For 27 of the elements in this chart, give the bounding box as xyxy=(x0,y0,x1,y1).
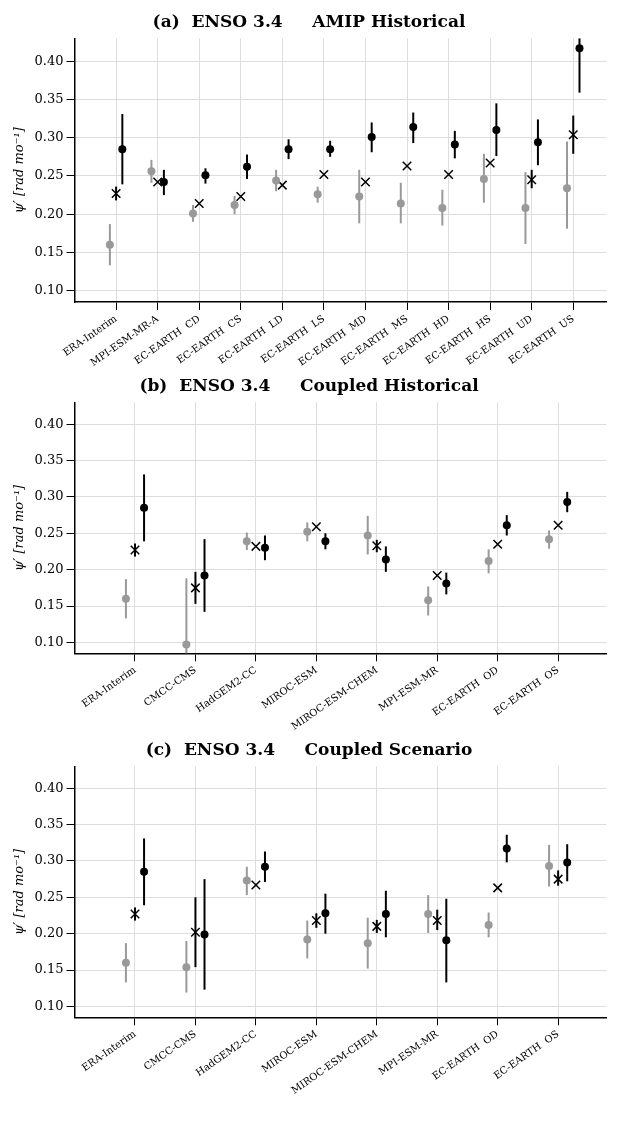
y-tick-label: 0.40 xyxy=(34,779,64,795)
y-tick-label: 0.20 xyxy=(34,205,64,221)
y-tick-label: 0.30 xyxy=(34,129,64,145)
y-tick-label: 0.40 xyxy=(34,415,64,431)
y-tick-label: 0.40 xyxy=(34,52,64,68)
y-tick-label: 0.20 xyxy=(34,561,64,577)
y-axis-title: ψ′ [rad mo⁻¹] xyxy=(11,126,27,214)
y-tick-label: 0.25 xyxy=(34,524,64,540)
y-tick-label: 0.35 xyxy=(34,90,64,106)
chart-title: (b) ENSO 3.4 Coupled Historical xyxy=(139,374,480,395)
chart-title: (c) ENSO 3.4 Coupled Scenario xyxy=(145,738,473,759)
y-tick-label: 0.35 xyxy=(34,815,64,831)
y-tick-label: 0.10 xyxy=(34,281,64,297)
y-tick-label: 0.15 xyxy=(34,243,64,259)
y-tick-label: 0.15 xyxy=(34,597,64,613)
y-tick-label: 0.10 xyxy=(34,633,64,649)
y-tick-label: 0.30 xyxy=(34,852,64,868)
y-tick-label: 0.15 xyxy=(34,961,64,977)
y-tick-label: 0.20 xyxy=(34,925,64,941)
y-tick-label: 0.35 xyxy=(34,451,64,467)
y-axis-title: ψ′ [rad mo⁻¹] xyxy=(11,483,27,571)
y-axis-title: ψ′ [rad mo⁻¹] xyxy=(11,847,27,935)
y-tick-label: 0.10 xyxy=(34,997,64,1013)
y-tick-label: 0.25 xyxy=(34,167,64,183)
y-tick-label: 0.30 xyxy=(34,488,64,504)
chart-title: (a) ENSO 3.4 AMIP Historical xyxy=(152,10,466,31)
y-tick-label: 0.25 xyxy=(34,888,64,904)
